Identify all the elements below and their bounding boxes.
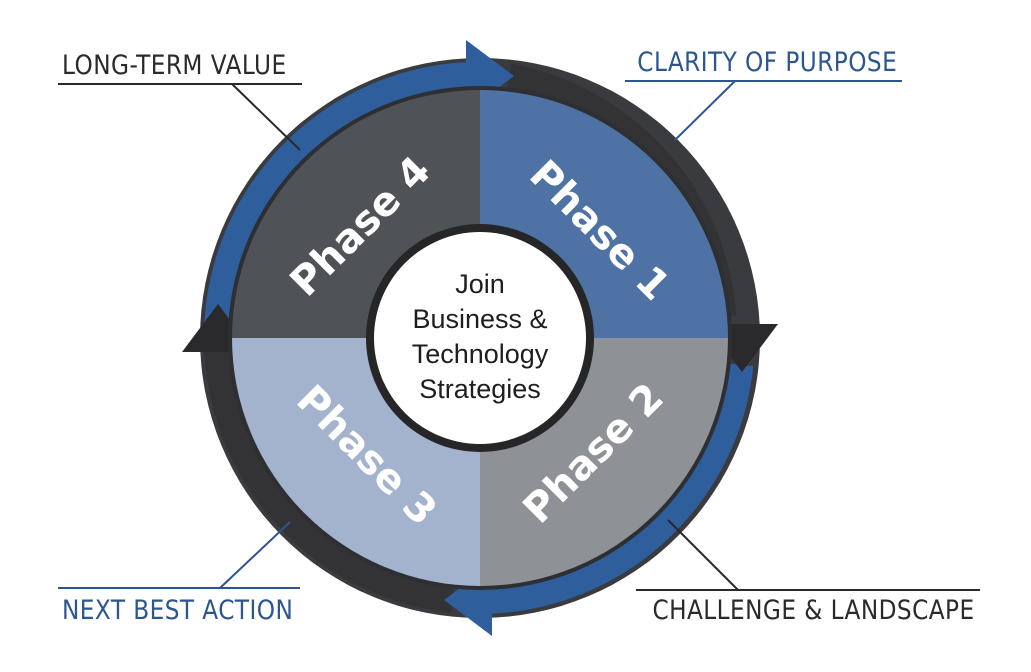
center-circle-fill [374, 232, 586, 444]
long-term-leader [231, 83, 301, 151]
challenge-leader [667, 519, 739, 591]
center-line-2: Business & [412, 304, 547, 334]
clarity-leader [674, 80, 736, 141]
arrow-arc-top-left [203, 62, 471, 340]
callout-long-term-value: LONG-TERM VALUE [62, 50, 287, 81]
center-line-4: Strategies [419, 374, 541, 404]
arrow-arc-bottom-left [204, 345, 455, 613]
callout-challenge-landscape: CHALLENGE & LANDSCAPE [652, 595, 975, 626]
arrow-arc-bottom-right [475, 363, 754, 615]
center-line-3: Technology [412, 339, 549, 369]
next-best-leader [219, 521, 291, 589]
center-text: Join Business & Technology Strategies [412, 269, 549, 404]
callout-next-best-action: NEXT BEST ACTION [62, 595, 294, 626]
center-line-1: Join [455, 269, 505, 299]
callout-clarity-of-purpose: CLARITY OF PURPOSE [637, 47, 897, 78]
